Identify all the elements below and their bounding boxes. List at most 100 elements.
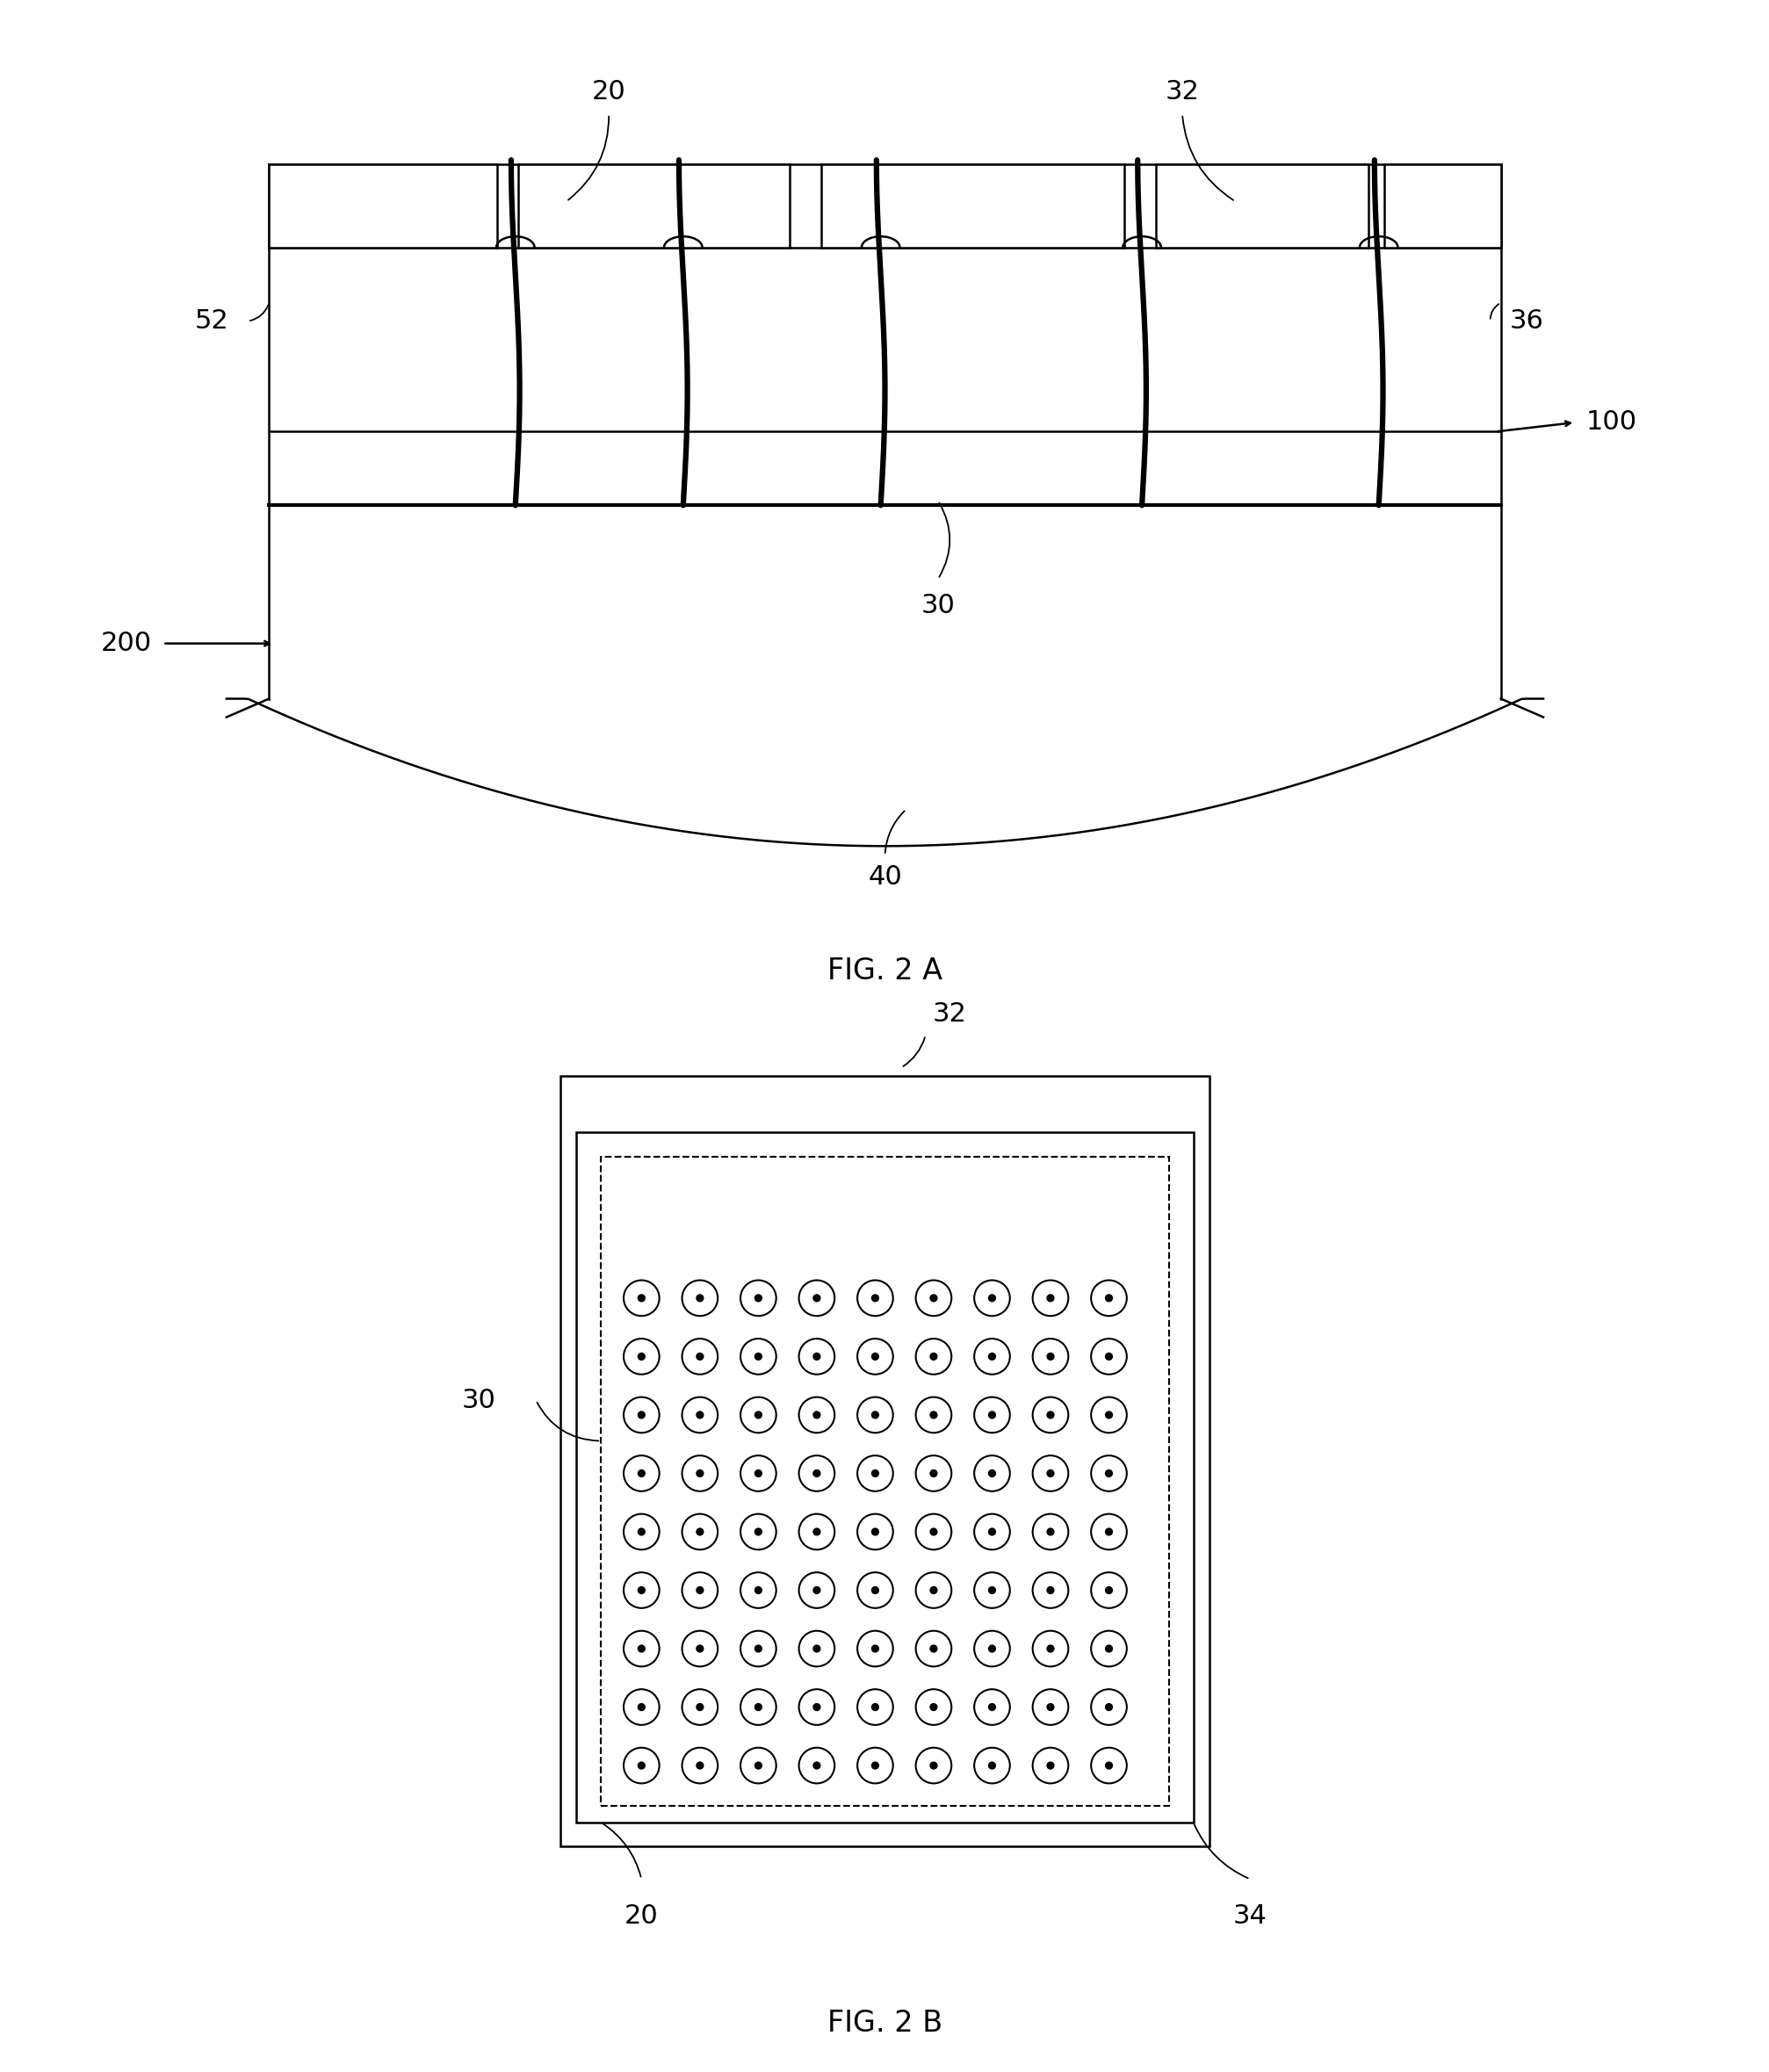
Circle shape [695,1645,704,1653]
Text: 30: 30 [920,593,955,617]
Circle shape [695,1703,704,1711]
Circle shape [863,1287,886,1310]
Circle shape [1097,1287,1120,1310]
Circle shape [980,1345,1003,1368]
Circle shape [812,1295,821,1301]
Circle shape [637,1761,646,1769]
Circle shape [863,1463,886,1486]
Circle shape [922,1287,945,1310]
Circle shape [987,1411,996,1419]
Bar [269,431,1500,506]
Circle shape [754,1353,762,1361]
Circle shape [987,1645,996,1653]
Circle shape [980,1463,1003,1486]
Circle shape [1038,1287,1061,1310]
Circle shape [805,1521,828,1544]
Circle shape [922,1403,945,1426]
Text: FIG. 2 A: FIG. 2 A [826,957,943,986]
Circle shape [805,1637,828,1660]
Circle shape [980,1287,1003,1310]
Circle shape [695,1295,704,1301]
Circle shape [870,1469,879,1477]
Circle shape [922,1755,945,1778]
Circle shape [695,1411,704,1419]
Circle shape [812,1587,821,1593]
Text: 34: 34 [1233,1904,1267,1929]
Text: 30: 30 [462,1388,495,1413]
Bar [269,431,1500,506]
Circle shape [747,1403,770,1426]
Text: 100: 100 [1585,410,1636,435]
Circle shape [630,1695,653,1718]
Circle shape [922,1345,945,1368]
Circle shape [980,1579,1003,1602]
Bar [269,164,497,247]
Circle shape [1104,1527,1113,1535]
Circle shape [688,1463,711,1486]
Circle shape [870,1645,879,1653]
Bar [1383,164,1500,247]
Circle shape [630,1637,653,1660]
Circle shape [754,1703,762,1711]
Circle shape [812,1527,821,1535]
Circle shape [1104,1645,1113,1653]
Circle shape [747,1637,770,1660]
Circle shape [688,1695,711,1718]
Circle shape [630,1463,653,1486]
Circle shape [870,1411,879,1419]
Text: 20: 20 [624,1904,658,1929]
Circle shape [929,1761,938,1769]
Circle shape [630,1521,653,1544]
Circle shape [1045,1703,1054,1711]
Bar [601,1156,1168,1807]
Circle shape [870,1761,879,1769]
Circle shape [747,1579,770,1602]
Circle shape [805,1463,828,1486]
Circle shape [987,1295,996,1301]
Circle shape [637,1295,646,1301]
Circle shape [980,1695,1003,1718]
Bar [561,1075,1208,1846]
Circle shape [1097,1521,1120,1544]
Circle shape [1038,1579,1061,1602]
Circle shape [929,1295,938,1301]
Circle shape [987,1761,996,1769]
Bar [1155,164,1367,247]
Circle shape [922,1521,945,1544]
Circle shape [1104,1703,1113,1711]
Circle shape [812,1411,821,1419]
Circle shape [754,1587,762,1593]
Circle shape [812,1703,821,1711]
Circle shape [1104,1295,1113,1301]
Circle shape [980,1755,1003,1778]
Circle shape [1038,1637,1061,1660]
Text: 200: 200 [101,630,152,657]
Circle shape [688,1579,711,1602]
Circle shape [637,1703,646,1711]
Circle shape [922,1579,945,1602]
Bar [821,164,1123,247]
Circle shape [1045,1587,1054,1593]
Circle shape [870,1295,879,1301]
Circle shape [637,1527,646,1535]
Bar [518,164,789,247]
Circle shape [805,1695,828,1718]
Circle shape [754,1761,762,1769]
Circle shape [754,1411,762,1419]
Circle shape [812,1353,821,1361]
Circle shape [929,1587,938,1593]
Circle shape [980,1521,1003,1544]
Circle shape [863,1579,886,1602]
Circle shape [747,1521,770,1544]
Text: 40: 40 [867,864,902,891]
Circle shape [747,1463,770,1486]
Circle shape [870,1587,879,1593]
Text: 52: 52 [195,309,228,334]
Circle shape [1038,1463,1061,1486]
Circle shape [688,1637,711,1660]
Circle shape [1097,1637,1120,1660]
Circle shape [1097,1345,1120,1368]
Circle shape [863,1521,886,1544]
Circle shape [863,1695,886,1718]
Text: 32: 32 [932,1001,966,1028]
